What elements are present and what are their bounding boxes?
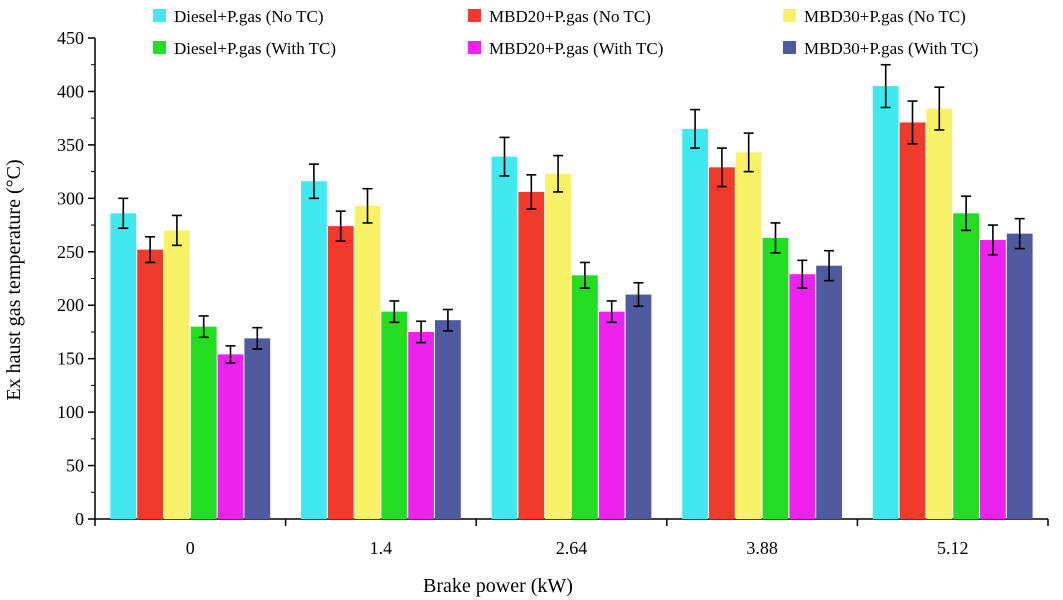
bars [110, 63, 1033, 520]
bar [408, 331, 434, 519]
legend-swatch [468, 41, 481, 54]
bar [110, 213, 137, 519]
legend-label: MBD30+P.gas (With TC) [804, 39, 978, 58]
legend-label: MBD20+P.gas (With TC) [489, 39, 663, 58]
bar [518, 191, 545, 520]
bar [137, 249, 163, 519]
bar [953, 213, 979, 519]
legend-label: Diesel+P.gas (No TC) [174, 7, 324, 26]
bar [682, 128, 708, 519]
x-tick-label: 2.64 [556, 538, 588, 558]
x-tick-label: 0 [186, 538, 195, 558]
legend-swatch [468, 9, 481, 22]
x-axis: 0 1.4 2.64 3.88 5.12 [94, 518, 1049, 558]
bar [572, 275, 598, 519]
y-tick-label: 250 [57, 242, 84, 262]
bar [1006, 233, 1033, 519]
bar [709, 167, 735, 519]
bar [899, 122, 926, 519]
bar [926, 108, 953, 520]
legend: Diesel+P.gas (No TC) MBD20+P.gas (No TC) M… [153, 7, 978, 58]
bar [217, 354, 244, 519]
y-tick-label: 450 [57, 28, 84, 48]
bar [435, 320, 461, 519]
legend-swatch [153, 9, 166, 22]
y-tick-label: 0 [75, 509, 84, 529]
y-axis: 0 50 100 150 200 250 300 350 400 450 [57, 28, 96, 529]
legend-swatch [783, 9, 796, 22]
bar [598, 311, 625, 519]
bar [381, 311, 408, 519]
legend-label: MBD30+P.gas (No TC) [804, 7, 966, 26]
y-tick-label: 50 [66, 456, 84, 476]
bar [354, 205, 381, 519]
bar [625, 294, 652, 519]
bar [816, 265, 842, 519]
bar [545, 173, 571, 519]
bar [872, 86, 899, 519]
legend-swatch [153, 41, 166, 54]
bar [244, 338, 271, 519]
y-tick-label: 350 [57, 135, 84, 155]
bar [164, 230, 190, 519]
legend-swatch [783, 41, 796, 54]
bar [980, 240, 1006, 519]
x-tick-label: 1.4 [370, 538, 393, 558]
bar [190, 326, 217, 519]
x-axis-title: Brake power (kW) [423, 575, 573, 597]
bar [491, 156, 518, 519]
bar [327, 226, 354, 519]
y-tick-label: 300 [57, 188, 84, 208]
y-axis-title: Ex haust gas temperature (°C) [3, 159, 25, 400]
bar [789, 274, 816, 519]
bar [762, 237, 789, 520]
legend-label: Diesel+P.gas (With TC) [174, 39, 336, 58]
y-tick-label: 200 [57, 295, 84, 315]
x-tick-label: 3.88 [746, 538, 778, 558]
bar [735, 152, 762, 520]
bar [301, 181, 327, 519]
y-tick-label: 100 [57, 402, 84, 422]
y-tick-label: 400 [57, 81, 84, 101]
legend-label: MBD20+P.gas (No TC) [489, 7, 651, 26]
x-tick-label: 5.12 [937, 538, 969, 558]
y-tick-label: 150 [57, 349, 84, 369]
